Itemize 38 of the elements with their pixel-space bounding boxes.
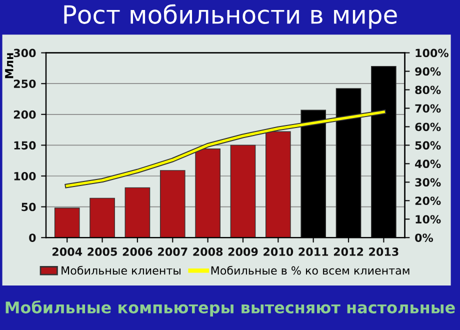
y2-tick-label: 60% [415,122,441,132]
y-tick-label: 50 [22,202,36,212]
legend-label: Мобильные клиенты [62,266,180,275]
x-tick-label: 2007 [158,248,188,256]
text: Мобильные компьютеры вытесняют настольные [6,300,455,317]
y2-tick-label: 100% [416,48,448,58]
x-tick-label: 2004 [52,248,82,256]
x-tick-label: 2009 [228,248,258,256]
y-tick-label: 100 [14,172,36,180]
bar [160,170,186,238]
y-tick-label: 150 [14,141,36,150]
y2-tick-label: 10% [416,215,441,224]
y2-tick-label: 70% [415,104,441,113]
bar [230,144,256,238]
y2-tick-label: 90% [415,67,441,76]
y-axis-title: Млн [5,53,14,78]
x-tick-label: 2006 [122,248,152,256]
y2-tick-label: 20% [415,196,441,206]
y2-tick-label: 0% [415,234,434,242]
y-tick-label: 250 [14,80,36,88]
x-tick-label: 2008 [193,248,223,256]
y2-tick-label: 80% [415,86,441,94]
x-tick-label: 2011 [298,248,328,256]
y2-tick-label: 30% [415,178,441,187]
x-tick-label: 2012 [334,248,364,256]
x-tick-label: 2013 [369,248,398,256]
bar [90,198,115,238]
y-tick-label: 0 [29,234,36,242]
bar [124,187,150,238]
chart-title: Рост мобильности в мире [64,4,397,29]
x-tick-label: 2005 [88,248,117,256]
x-tick-label: 2010 [264,248,294,256]
y2-tick-label: 40% [415,160,441,168]
bar [54,208,80,238]
y-tick-label: 300 [14,48,36,58]
y-tick-label: 200 [14,110,36,119]
legend-label: Мобильные в % ко всем клиентам [211,266,410,275]
y2-tick-label: 50% [415,141,441,150]
